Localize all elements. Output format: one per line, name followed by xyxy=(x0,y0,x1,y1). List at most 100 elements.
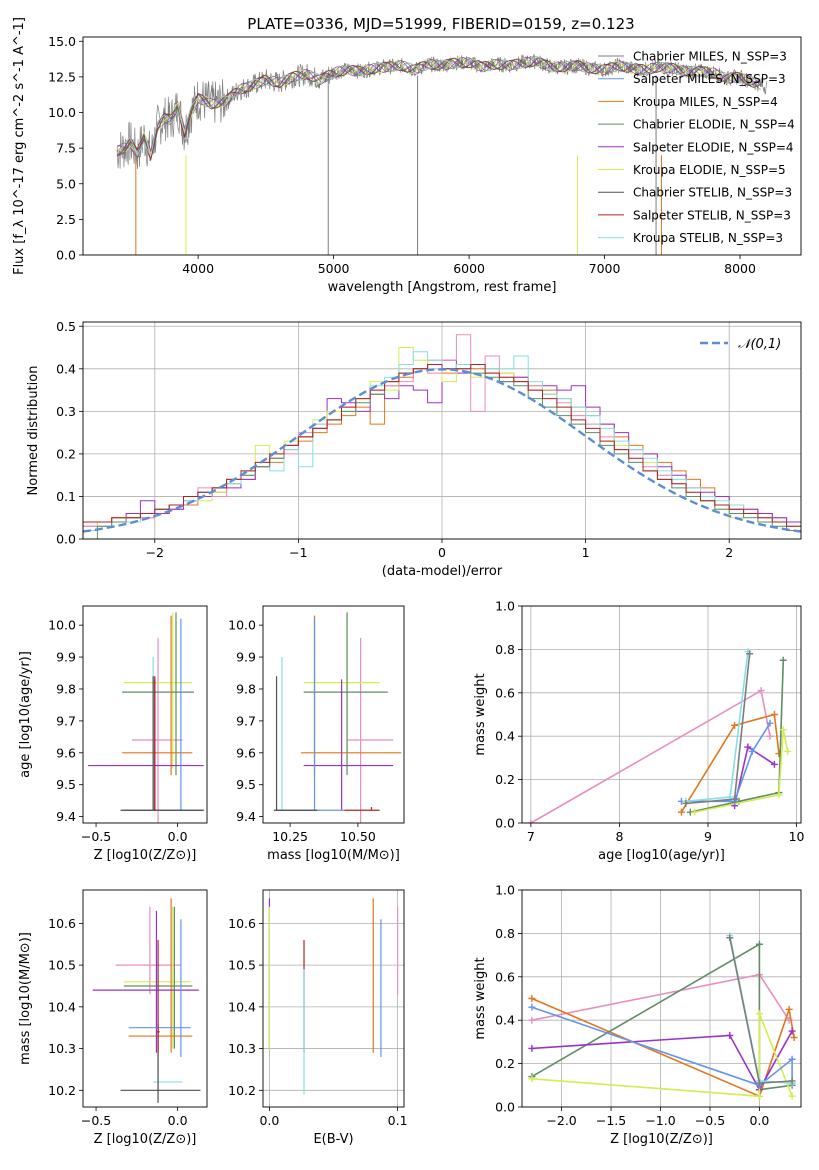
axes-frame xyxy=(521,889,802,1108)
weight-marker xyxy=(527,819,535,823)
y-tick-label: 2.5 xyxy=(56,212,76,227)
y-axis-label: mass [log10(M/M⊙)] xyxy=(18,932,33,1065)
weight-line xyxy=(531,1013,793,1098)
x-tick-label: 7 xyxy=(527,829,535,844)
y-tick-label: 7.5 xyxy=(56,141,76,156)
y-axis-label: Normed distribution xyxy=(26,366,41,496)
weight-marker xyxy=(784,747,792,755)
axes-frame xyxy=(82,321,802,540)
legend-label: Chabrier ELODIE, N_SSP=4 xyxy=(633,118,795,132)
y-tick-label: 0.2 xyxy=(56,446,76,461)
y-tick-label: 10.3 xyxy=(228,1041,256,1056)
model-spectrum-line xyxy=(116,57,761,157)
mass-vs-ebv-panel: 0.0 0.1 10.2 10.3 10.4 10.5 10.6 E(B-V) xyxy=(228,889,408,1147)
residuals-plot-area xyxy=(83,334,801,539)
y-tick-label: 10.4 xyxy=(228,999,256,1014)
y-tick-label: 9.6 xyxy=(236,745,256,760)
y-tick-label: 10.6 xyxy=(48,916,76,931)
weight-marker xyxy=(528,995,536,1002)
x-axis-label: Z [log10(Z/Z⊙)] xyxy=(94,848,197,863)
y-tick-label: 9.7 xyxy=(56,713,76,728)
weight-marker xyxy=(790,1034,798,1042)
y-tick-label: 9.5 xyxy=(236,777,256,792)
y-tick-label: 9.4 xyxy=(56,809,76,824)
y-tick-label: 10.0 xyxy=(48,618,76,633)
legend-label: Chabrier STELIB, N_SSP=3 xyxy=(633,186,792,200)
weight-marker xyxy=(731,795,739,803)
y-tick-label: 9.8 xyxy=(56,681,76,696)
weight-vs-z-panel: −2.0 −1.5 −1.0 −0.5 0.0 0.0 0.2 0.4 0.6 0.8 1.0 Z [… xyxy=(473,883,802,1147)
y-tick-label: 0.8 xyxy=(495,642,515,657)
weight-marker xyxy=(755,1092,763,1100)
weight-marker xyxy=(726,1031,734,1039)
axes-frame xyxy=(262,889,405,1108)
y-tick-label: 5.0 xyxy=(56,176,76,191)
model-spectrum-line xyxy=(116,57,761,161)
x-tick-label: −0.5 xyxy=(81,1113,111,1128)
weight-marker xyxy=(757,687,765,695)
weight-marker xyxy=(682,799,690,807)
y-tick-label: 0.8 xyxy=(495,926,515,941)
y-tick-label: 10.6 xyxy=(228,916,256,931)
weight-marker xyxy=(775,791,783,799)
x-tick-label: 4000 xyxy=(182,261,214,276)
x-axis-label: Z [log10(Z/Z⊙)] xyxy=(94,1132,197,1147)
y-tick-label: 12.5 xyxy=(48,69,76,84)
y-tick-label: 0.2 xyxy=(495,1056,515,1071)
weight-marker xyxy=(755,1010,763,1018)
x-tick-label: 0.0 xyxy=(168,1113,188,1128)
weight-marker xyxy=(528,1016,536,1024)
x-tick-label: 10.25 xyxy=(272,829,308,844)
weight-marker xyxy=(766,732,774,740)
weight-marker xyxy=(677,808,685,816)
weight-marker xyxy=(785,1005,793,1013)
y-tick-label: 10.4 xyxy=(48,999,76,1014)
weight-vs-age-panel: 7 8 9 10 0.0 0.2 0.4 0.6 0.8 1.0 age [log10(age/yr… xyxy=(473,599,805,864)
x-tick-label: 8 xyxy=(615,829,623,844)
y-tick-label: 0.0 xyxy=(56,532,76,547)
weight-marker xyxy=(748,747,756,755)
x-axis-label: age [log10(age/yr)] xyxy=(598,848,725,863)
x-tick-label: −0.5 xyxy=(695,1113,725,1128)
weight-marker xyxy=(770,711,778,718)
spectrum-panel: 4000 5000 6000 7000 8000 0.0 2.5 5.0 7.5 10.0 12.5… xyxy=(12,17,802,295)
weight-marker xyxy=(770,760,778,768)
weight-marker xyxy=(755,940,763,948)
y-tick-label: 0.6 xyxy=(495,969,515,984)
x-tick-label: −2.0 xyxy=(546,1113,576,1128)
weight-vs-age-plot-area xyxy=(527,648,792,823)
panels: 4000 5000 6000 7000 80000.02.55.07.510.012.5… xyxy=(12,17,805,1147)
y-tick-label: 0.4 xyxy=(56,361,76,376)
legend-label: Kroupa STELIB, N_SSP=3 xyxy=(633,231,783,245)
x-tick-label: 1 xyxy=(582,545,590,560)
axes-frame xyxy=(82,889,208,1108)
x-tick-label: −0.5 xyxy=(81,829,111,844)
y-tick-label: 9.9 xyxy=(56,650,76,665)
x-axis-label: Z [log10(Z/Z⊙)] xyxy=(610,1132,713,1147)
y-tick-label: 0.0 xyxy=(495,1100,515,1115)
legend-label: Kroupa MILES, N_SSP=4 xyxy=(633,95,778,109)
residuals-panel: −2 −1 0 1 2 0.0 0.1 0.2 0.3 0.4 0.5 (data-model)/er… xyxy=(26,319,802,579)
weight-marker xyxy=(726,934,734,942)
observed-spectrum-line xyxy=(116,54,768,169)
age-vs-mass-plot-area xyxy=(273,612,402,823)
weight-marker xyxy=(528,1003,536,1011)
y-tick-label: 0.0 xyxy=(495,816,515,831)
x-tick-label: 5000 xyxy=(318,261,350,276)
y-tick-label: 10.5 xyxy=(228,958,256,973)
y-tick-label: 1.0 xyxy=(495,883,515,898)
weight-line xyxy=(680,713,780,813)
weight-line xyxy=(531,1006,793,1087)
y-tick-label: 9.6 xyxy=(56,745,76,760)
x-tick-label: 7000 xyxy=(589,261,621,276)
y-tick-label: 9.5 xyxy=(56,777,76,792)
x-tick-label: 10 xyxy=(789,829,805,844)
weight-line xyxy=(531,942,793,1091)
y-tick-label: 10.5 xyxy=(48,958,76,973)
y-tick-label: 10.3 xyxy=(48,1041,76,1056)
x-axis-label: mass [log10(M/M⊙)] xyxy=(267,848,400,863)
x-axis-label: wavelength [Angstrom, rest frame] xyxy=(328,280,557,295)
y-tick-label: 0.3 xyxy=(56,404,76,419)
weight-marker xyxy=(766,719,774,727)
weight-marker xyxy=(744,743,752,751)
